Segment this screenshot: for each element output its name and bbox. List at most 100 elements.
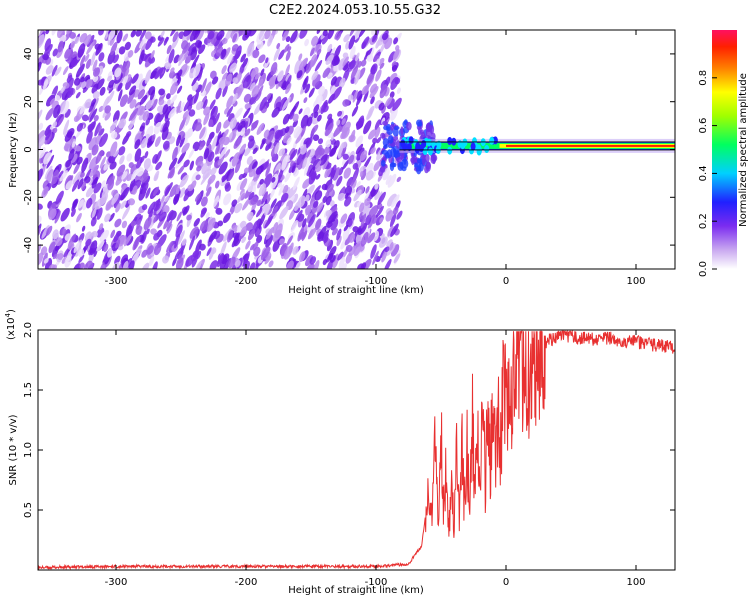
heatmap-cell bbox=[365, 186, 370, 194]
heatmap-cell bbox=[175, 257, 184, 269]
heatmap-cell bbox=[267, 94, 273, 104]
heatmap-cell bbox=[71, 51, 78, 58]
heatmap-cell bbox=[327, 211, 338, 224]
heatmap-cell bbox=[169, 81, 178, 96]
heatmap-cell bbox=[86, 260, 94, 269]
multiplier-base: (x10 bbox=[6, 317, 17, 340]
heatmap-cell bbox=[379, 62, 385, 70]
heatmap-cell bbox=[176, 134, 181, 147]
heatmap-cell bbox=[385, 174, 392, 186]
heatmap-cell bbox=[55, 237, 63, 247]
heatmap-cell bbox=[286, 235, 293, 246]
heatmap-cell bbox=[226, 106, 234, 117]
heatmap-cell bbox=[108, 212, 115, 222]
heatmap-cell bbox=[307, 219, 316, 233]
heatmap-cell bbox=[104, 112, 111, 121]
heatmap-cell bbox=[145, 187, 151, 199]
heatmap-cell bbox=[58, 170, 64, 179]
spectrogram-ytick-label: -40 bbox=[23, 237, 34, 253]
heatmap-cell bbox=[200, 78, 207, 93]
heatmap-cell bbox=[88, 137, 98, 151]
heatmap-cell bbox=[326, 162, 332, 170]
heatmap-cell bbox=[256, 235, 263, 244]
heatmap-cell bbox=[73, 162, 81, 175]
heatmap-cell bbox=[258, 183, 266, 197]
heatmap-cell bbox=[121, 171, 128, 180]
heatmap-cell bbox=[383, 144, 388, 149]
colorbar-tick-label: 0.6 bbox=[698, 118, 709, 134]
heatmap-cell bbox=[431, 132, 436, 141]
heatmap-cell bbox=[306, 164, 313, 177]
heatmap-cell bbox=[138, 49, 145, 65]
heatmap-cell bbox=[189, 226, 199, 239]
snr-panel: -300 -200 -100 0 100 0.5 1.0 1.5 2.0 Height of s… bbox=[4, 309, 676, 596]
heatmap-cell bbox=[189, 160, 195, 171]
heatmap-cell bbox=[265, 92, 272, 102]
heatmap-cell bbox=[126, 153, 133, 162]
heatmap-cell bbox=[63, 119, 70, 135]
heatmap-cell bbox=[127, 50, 134, 58]
heatmap-cell bbox=[286, 136, 292, 145]
heatmap-cell bbox=[96, 240, 105, 252]
heatmap-cell bbox=[308, 87, 315, 98]
snr-xtick-label: -100 bbox=[365, 577, 388, 588]
heatmap-cell bbox=[60, 207, 70, 222]
heatmap-cell bbox=[345, 244, 353, 252]
heatmap-cell bbox=[321, 183, 328, 191]
heatmap-cell bbox=[158, 98, 165, 106]
heatmap-cell bbox=[38, 109, 43, 123]
heatmap-cell bbox=[382, 138, 390, 147]
heatmap-cell bbox=[144, 69, 152, 84]
heatmap-cell bbox=[120, 186, 130, 201]
heatmap-cell bbox=[89, 240, 98, 256]
heatmap-cell bbox=[361, 85, 369, 95]
heatmap-cell bbox=[268, 76, 275, 87]
heatmap-cell bbox=[256, 199, 262, 207]
heatmap-cell bbox=[217, 220, 224, 227]
heatmap-cell bbox=[166, 44, 172, 55]
heatmap-cell bbox=[267, 35, 274, 47]
heatmap-cell bbox=[118, 146, 126, 156]
heatmap-cell bbox=[364, 197, 371, 206]
heatmap-cell bbox=[81, 157, 89, 173]
heatmap-cell bbox=[86, 130, 93, 144]
heatmap-cell bbox=[45, 30, 50, 35]
heatmap-cell bbox=[392, 128, 399, 137]
heatmap-cell bbox=[349, 45, 356, 59]
heatmap-cell bbox=[426, 138, 432, 147]
heatmap-cell bbox=[140, 175, 151, 188]
heatmap-cell bbox=[326, 239, 334, 252]
heatmap-cell bbox=[285, 50, 291, 62]
heatmap-cell bbox=[176, 69, 183, 79]
snr-xtick-label: 0 bbox=[503, 577, 509, 588]
heatmap-cell bbox=[332, 86, 342, 101]
heatmap-cell bbox=[172, 31, 179, 43]
heatmap-cell bbox=[130, 30, 136, 38]
heatmap-cell bbox=[114, 255, 121, 265]
heatmap-cell bbox=[378, 102, 385, 111]
heatmap-cell bbox=[216, 30, 225, 41]
heatmap-cell bbox=[223, 193, 232, 206]
heatmap-cell bbox=[403, 156, 407, 165]
heatmap-cell bbox=[191, 252, 199, 268]
heatmap-cell bbox=[57, 115, 65, 126]
heatmap-cell bbox=[215, 87, 222, 100]
heatmap-cell bbox=[336, 235, 342, 247]
heatmap-cell bbox=[92, 91, 100, 99]
heatmap-cell bbox=[234, 107, 243, 119]
heatmap-cell bbox=[84, 98, 92, 109]
heatmap-cell bbox=[111, 131, 118, 139]
heatmap-cell bbox=[46, 169, 55, 184]
heatmap-cell bbox=[86, 197, 93, 209]
heatmap-cell bbox=[86, 41, 95, 55]
heatmap-cell bbox=[312, 134, 320, 141]
spectrogram-xtick-label: -200 bbox=[235, 276, 258, 287]
heatmap-cell bbox=[300, 144, 308, 155]
spectrogram-ylabel: Frequency (Hz) bbox=[8, 112, 19, 188]
heatmap-cell bbox=[304, 83, 311, 94]
heatmap-cell bbox=[52, 169, 59, 185]
heatmap-cell bbox=[238, 173, 244, 180]
heatmap-cell bbox=[292, 113, 299, 122]
heatmap-cell bbox=[170, 37, 179, 51]
heatmap-cell bbox=[64, 255, 72, 268]
